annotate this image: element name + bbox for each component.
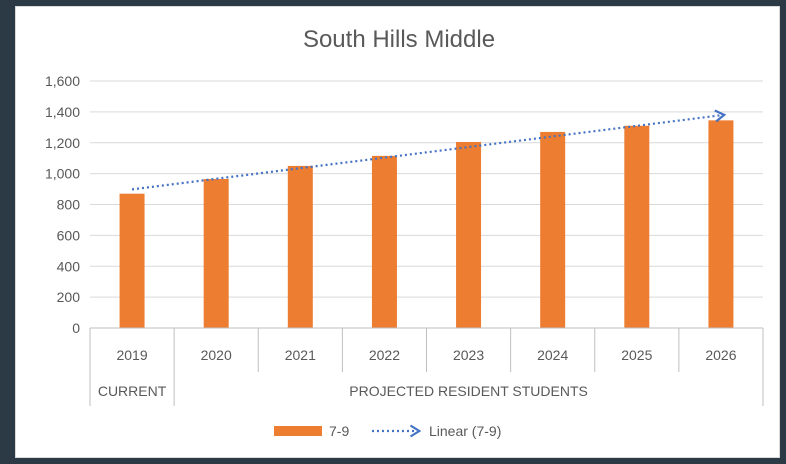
bar: [287, 165, 313, 328]
x-group-label: CURRENT: [98, 383, 167, 399]
x-tick-label: 2019: [116, 347, 147, 363]
y-tick-label: 600: [57, 227, 81, 243]
bar: [203, 179, 229, 328]
x-tick-label: 2025: [621, 347, 652, 363]
trendline: [131, 109, 727, 191]
y-tick-label: 400: [57, 258, 81, 274]
x-tick-label: 2021: [285, 347, 316, 363]
x-tick-label: 2020: [201, 347, 232, 363]
y-tick-label: 0: [72, 320, 80, 336]
y-tick-label: 200: [57, 289, 81, 305]
bar: [119, 193, 145, 328]
y-axis: 0 200 400 600 800 1,000 1,200 1,400 1,600: [45, 73, 80, 336]
chart-frame: South Hills Middle 0 200 400 600 800 1,000 1,2…: [15, 6, 780, 458]
y-tick-label: 1,000: [45, 166, 80, 182]
x-tick-label: 2024: [537, 347, 568, 363]
y-tick-label: 1,200: [45, 135, 80, 151]
chart-title: South Hills Middle: [303, 26, 495, 53]
x-tick-label: 2023: [453, 347, 484, 363]
bar: [708, 120, 734, 328]
legend-label: Linear (7-9): [429, 423, 501, 439]
legend-swatch-bars: [274, 426, 322, 436]
x-tick-label: 2022: [369, 347, 400, 363]
bars: [119, 120, 734, 328]
bar: [624, 125, 650, 328]
bar-chart: South Hills Middle 0 200 400 600 800 1,000 1,2…: [45, 26, 764, 439]
x-axis: 2019 2020 2021 2022 2023 2024 2025 2026 CURRENT P…: [89, 327, 764, 406]
legend-label: 7-9: [329, 423, 349, 439]
legend: 7-9 Linear (7-9): [274, 423, 501, 439]
y-tick-label: 800: [57, 197, 81, 213]
x-group-label: PROJECTED RESIDENT STUDENTS: [349, 383, 588, 399]
linear-trendline: [131, 109, 727, 191]
y-tick-label: 1,400: [45, 104, 80, 120]
x-tick-label: 2026: [705, 347, 736, 363]
bar: [456, 141, 482, 328]
gridlines: [90, 80, 763, 329]
bar: [371, 155, 397, 328]
bar: [540, 131, 566, 328]
y-tick-label: 1,600: [45, 73, 80, 89]
